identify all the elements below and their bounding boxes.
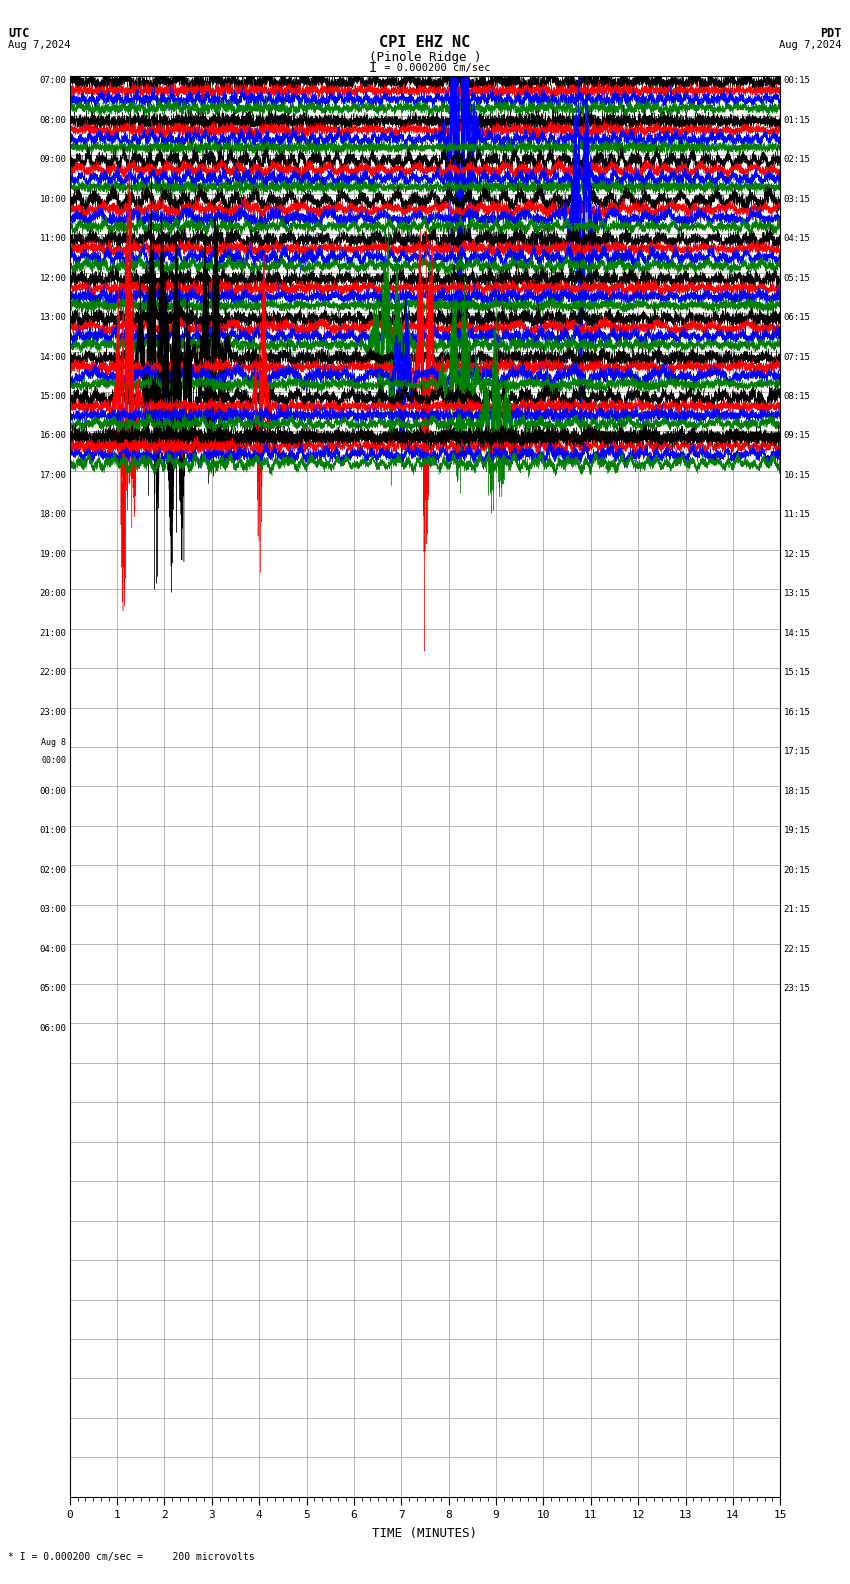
Text: 07:00: 07:00 [39, 76, 66, 86]
Text: 19:15: 19:15 [784, 827, 811, 835]
Text: 20:00: 20:00 [39, 589, 66, 599]
Text: Aug 7,2024: Aug 7,2024 [8, 40, 71, 49]
Text: 14:15: 14:15 [784, 629, 811, 638]
Text: Aug 8: Aug 8 [42, 738, 66, 748]
Text: Aug 7,2024: Aug 7,2024 [779, 40, 842, 49]
Text: * I = 0.000200 cm/sec =     200 microvolts: * I = 0.000200 cm/sec = 200 microvolts [8, 1552, 255, 1562]
Text: 03:00: 03:00 [39, 904, 66, 914]
Text: 02:15: 02:15 [784, 155, 811, 165]
Text: 18:00: 18:00 [39, 510, 66, 520]
Text: 11:15: 11:15 [784, 510, 811, 520]
Text: 06:00: 06:00 [39, 1023, 66, 1033]
Text: 04:00: 04:00 [39, 944, 66, 954]
Text: 00:00: 00:00 [42, 757, 66, 765]
Text: 14:00: 14:00 [39, 353, 66, 361]
X-axis label: TIME (MINUTES): TIME (MINUTES) [372, 1527, 478, 1540]
Text: 22:00: 22:00 [39, 668, 66, 678]
Text: 13:15: 13:15 [784, 589, 811, 599]
Text: 13:00: 13:00 [39, 314, 66, 322]
Text: 02:00: 02:00 [39, 865, 66, 874]
Text: 00:15: 00:15 [784, 76, 811, 86]
Text: 17:15: 17:15 [784, 748, 811, 756]
Text: 09:00: 09:00 [39, 155, 66, 165]
Text: 16:15: 16:15 [784, 708, 811, 716]
Text: 08:00: 08:00 [39, 116, 66, 125]
Text: PDT: PDT [820, 27, 842, 40]
Text: UTC: UTC [8, 27, 30, 40]
Text: 08:15: 08:15 [784, 391, 811, 401]
Text: 09:15: 09:15 [784, 431, 811, 440]
Text: 23:00: 23:00 [39, 708, 66, 716]
Text: 23:15: 23:15 [784, 984, 811, 993]
Text: 15:15: 15:15 [784, 668, 811, 678]
Text: 03:15: 03:15 [784, 195, 811, 204]
Text: 01:00: 01:00 [39, 827, 66, 835]
Text: 05:15: 05:15 [784, 274, 811, 282]
Text: 00:00: 00:00 [39, 787, 66, 795]
Text: 12:00: 12:00 [39, 274, 66, 282]
Text: 17:00: 17:00 [39, 470, 66, 480]
Text: 16:00: 16:00 [39, 431, 66, 440]
Text: I: I [368, 62, 377, 74]
Text: 01:15: 01:15 [784, 116, 811, 125]
Text: 04:15: 04:15 [784, 234, 811, 242]
Text: = 0.000200 cm/sec: = 0.000200 cm/sec [378, 63, 490, 73]
Text: 10:00: 10:00 [39, 195, 66, 204]
Text: 19:00: 19:00 [39, 550, 66, 559]
Text: 21:15: 21:15 [784, 904, 811, 914]
Text: 07:15: 07:15 [784, 353, 811, 361]
Text: 05:00: 05:00 [39, 984, 66, 993]
Text: 20:15: 20:15 [784, 865, 811, 874]
Text: 21:00: 21:00 [39, 629, 66, 638]
Text: 22:15: 22:15 [784, 944, 811, 954]
Text: CPI EHZ NC: CPI EHZ NC [379, 35, 471, 49]
Text: (Pinole Ridge ): (Pinole Ridge ) [369, 51, 481, 63]
Text: 12:15: 12:15 [784, 550, 811, 559]
Text: 10:15: 10:15 [784, 470, 811, 480]
Text: 18:15: 18:15 [784, 787, 811, 795]
Text: 15:00: 15:00 [39, 391, 66, 401]
Text: 06:15: 06:15 [784, 314, 811, 322]
Text: 11:00: 11:00 [39, 234, 66, 242]
